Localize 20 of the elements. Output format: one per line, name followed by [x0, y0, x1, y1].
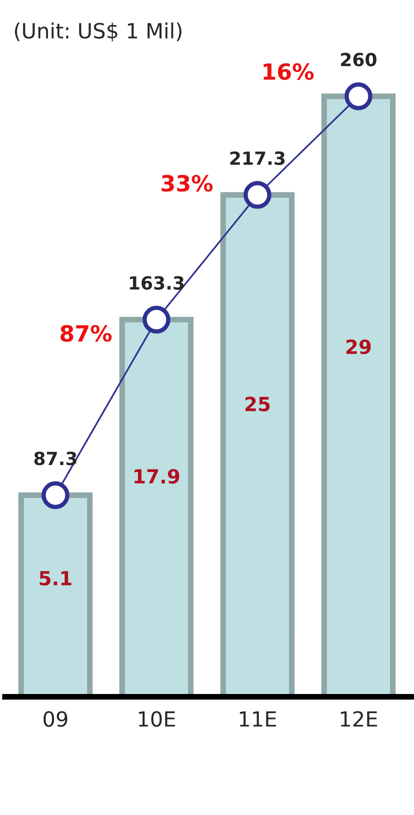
- chart-title: (Unit: US$ 1 Mil): [14, 22, 182, 42]
- point: [344, 82, 372, 110]
- data-label: 163.3: [130, 276, 184, 290]
- point: [244, 181, 272, 209]
- annotation: 33%: [162, 174, 213, 192]
- point: [142, 306, 170, 334]
- data-label: 217.3: [230, 151, 285, 166]
- data-label: 260: [341, 52, 376, 66]
- annotation: 5.1: [40, 571, 72, 586]
- annotation: 25: [245, 396, 270, 412]
- text: 16%: [264, 63, 314, 80]
- annotation: 87%: [60, 324, 112, 342]
- annotation: 29: [346, 339, 371, 354]
- data-label: 87.3: [34, 452, 76, 466]
- x-tick-label: 10E: [138, 711, 175, 727]
- annotation: 17.9: [134, 469, 180, 484]
- x-tick-label: 11E: [240, 711, 276, 727]
- x-tick-label: 12E: [340, 711, 377, 727]
- x-tick-label: 09: [44, 711, 68, 727]
- point: [42, 481, 70, 510]
